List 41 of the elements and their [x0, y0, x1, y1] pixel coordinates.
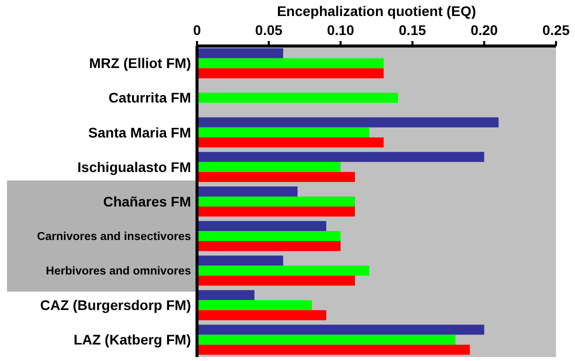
bar	[197, 152, 484, 162]
y-tick-label: MRZ (Elliot FM)	[89, 55, 191, 72]
y-tick-label: Ischigualasto FM	[77, 158, 191, 175]
bar	[197, 221, 326, 232]
bar	[197, 92, 398, 103]
x-tick-label: 0.10	[326, 22, 354, 38]
x-tick-label: 0	[193, 22, 202, 38]
bar	[197, 127, 370, 138]
bar	[197, 137, 384, 148]
bar	[197, 162, 341, 172]
bar	[197, 241, 341, 252]
y-tick-label: Carnivores and insectivores	[36, 231, 191, 244]
x-tick-label: 0.25	[542, 22, 570, 38]
bar	[197, 266, 370, 276]
bar	[197, 344, 470, 355]
bar	[197, 290, 254, 300]
bar	[197, 48, 284, 58]
bar	[197, 196, 355, 207]
bar	[197, 172, 355, 182]
bar	[197, 186, 298, 196]
x-tick-label: 0.15	[398, 22, 426, 38]
bar	[197, 300, 312, 310]
bar	[197, 68, 384, 78]
x-tick-label: 0.05	[255, 22, 283, 38]
y-tick-label: Chañares FM	[103, 193, 191, 210]
bar	[197, 310, 326, 320]
y-tick-label: Caturrita FM	[108, 90, 191, 106]
bar	[197, 334, 456, 345]
bar	[197, 231, 341, 242]
bar	[197, 324, 484, 335]
bar	[197, 206, 355, 217]
bar	[197, 256, 284, 266]
bar	[197, 58, 384, 68]
x-axis-title: Encephalization quotient (EQ)	[276, 3, 476, 19]
bar	[197, 276, 355, 286]
y-tick-label: CAZ (Burgersdorp FM)	[40, 297, 191, 314]
x-tick-label: 0.20	[470, 22, 498, 38]
y-tick-label: Santa Maria FM	[88, 124, 191, 140]
y-tick-label: LAZ (Katberg FM)	[74, 332, 191, 348]
bar	[197, 117, 499, 128]
y-tick-label: Herbivores and omnivores	[46, 266, 191, 278]
